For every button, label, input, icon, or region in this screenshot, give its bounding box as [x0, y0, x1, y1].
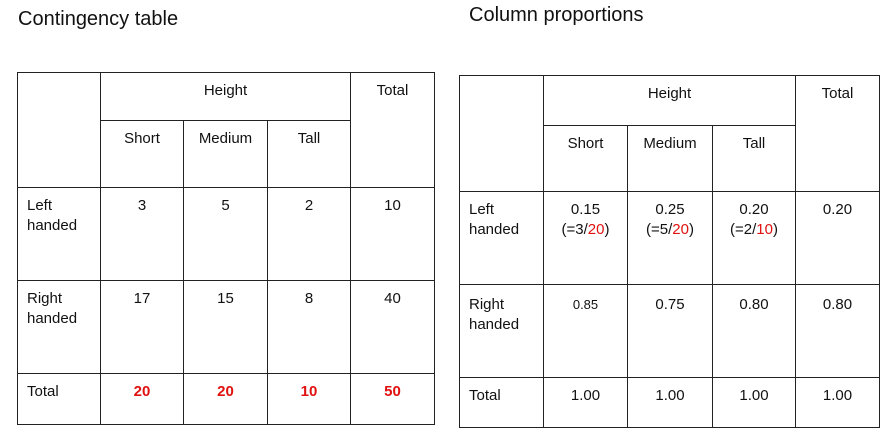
- contingency-table-title: Contingency table: [18, 8, 179, 30]
- table-row: Left handed 0.15 (=3/20) 0.25 (=5/20) 0.…: [459, 191, 881, 285]
- cell-left-short: 3: [100, 187, 184, 281]
- table-row: Total 1.00 1.00 1.00 1.00: [459, 377, 881, 428]
- proportion-note: (=5/20): [646, 221, 694, 238]
- row-label-line: Right: [27, 290, 63, 307]
- total-row-label: Total: [459, 377, 544, 428]
- prop-grand-total: 1.00: [795, 377, 881, 428]
- cell-right-total: 40: [350, 280, 436, 374]
- row-label-left-handed: Left handed: [17, 187, 101, 281]
- row-label-line: Left: [469, 201, 495, 218]
- total-medium: 20: [183, 373, 268, 425]
- total-tall: 10: [266, 373, 352, 425]
- prop-right-medium: 0.75: [627, 284, 713, 378]
- grand-total: 50: [350, 373, 436, 425]
- prop-right-total: 0.80: [795, 284, 881, 378]
- cell-right-medium: 15: [183, 280, 268, 374]
- table-row: Right handed 17 15 8 40: [17, 280, 436, 374]
- prop-right-short: 0.85: [543, 284, 628, 378]
- total-column-header: Total: [350, 72, 436, 188]
- row-label-left-handed: Left handed: [459, 191, 544, 285]
- prop-left-short: 0.15 (=3/20): [543, 191, 628, 285]
- row-label-right-handed: Right handed: [459, 284, 544, 378]
- cell-left-total: 10: [350, 187, 436, 281]
- proportion-value: 0.15: [570, 201, 601, 218]
- table-row: Right handed 0.85 0.75 0.80 0.80: [459, 284, 881, 378]
- cell-left-medium: 5: [183, 187, 268, 281]
- corner-cell: [17, 72, 101, 188]
- row-label-line: handed: [27, 217, 78, 234]
- column-header-short: Short: [100, 120, 184, 188]
- table-row: Left handed 3 5 2 10: [17, 187, 436, 281]
- proportion-note: (=2/10): [730, 221, 778, 238]
- corner-cell: [459, 75, 544, 192]
- proportion-value: 0.20: [739, 201, 769, 218]
- cell-right-tall: 8: [266, 280, 352, 374]
- row-label-line: handed: [469, 221, 520, 238]
- prop-total-tall: 1.00: [711, 377, 797, 428]
- cell-right-short: 17: [100, 280, 184, 374]
- prop-left-tall: 0.20 (=2/10): [711, 191, 797, 285]
- row-label-line: handed: [469, 316, 520, 333]
- total-row-label: Total: [17, 373, 101, 425]
- row-label-line: Left: [27, 197, 53, 214]
- proportion-value: 0.25: [655, 201, 685, 218]
- column-proportions-table: Height Total Short Medium Tall Left hand…: [459, 75, 881, 428]
- prop-left-medium: 0.25 (=5/20): [627, 191, 713, 285]
- table-row: Total 20 20 10 50: [17, 373, 436, 425]
- column-header-tall: Tall: [266, 120, 352, 188]
- row-label-right-handed: Right handed: [17, 280, 101, 374]
- column-header-medium: Medium: [183, 120, 268, 188]
- prop-right-tall: 0.80: [711, 284, 797, 378]
- column-header-short: Short: [543, 125, 628, 192]
- column-header-tall: Tall: [711, 125, 797, 192]
- row-label-line: Right: [469, 296, 505, 313]
- column-proportions-title: Column proportions: [469, 4, 644, 26]
- prop-left-total: 0.20: [795, 191, 881, 285]
- row-label-line: handed: [27, 310, 78, 327]
- cell-left-tall: 2: [266, 187, 352, 281]
- prop-total-medium: 1.00: [627, 377, 713, 428]
- total-column-header: Total: [795, 75, 881, 192]
- contingency-table: Height Total Short Medium Tall Left hand…: [17, 72, 436, 425]
- height-group-header: Height: [542, 75, 797, 126]
- prop-total-short: 1.00: [543, 377, 628, 428]
- column-header-medium: Medium: [627, 125, 713, 192]
- total-short: 20: [100, 373, 184, 425]
- height-group-header: Height: [99, 72, 352, 121]
- proportion-note: (=3/20): [561, 221, 610, 238]
